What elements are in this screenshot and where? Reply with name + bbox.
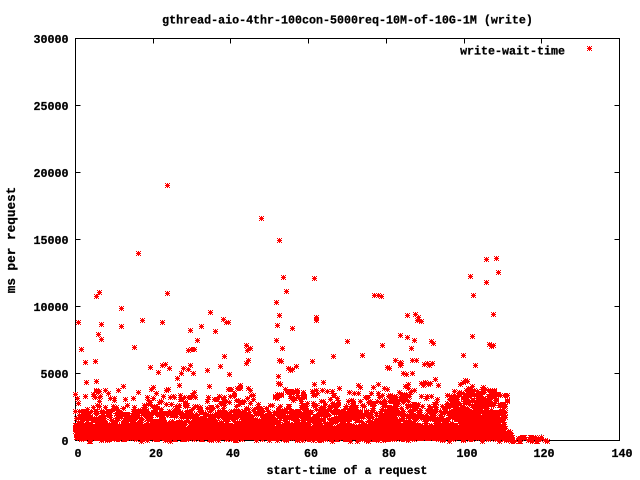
svg-text:ms per request: ms per request: [4, 187, 19, 294]
svg-text:start-time of a request: start-time of a request: [267, 464, 428, 478]
svg-text:0: 0: [75, 447, 82, 461]
svg-text:20000: 20000: [34, 167, 69, 181]
svg-text:10000: 10000: [34, 301, 69, 315]
svg-text:120: 120: [534, 447, 555, 461]
svg-text:15000: 15000: [34, 234, 69, 248]
svg-text:0: 0: [62, 435, 69, 449]
svg-text:140: 140: [612, 447, 633, 461]
svg-text:40: 40: [226, 447, 240, 461]
svg-text:gthread-aio-4thr-100con-5000re: gthread-aio-4thr-100con-5000req-10M-of-1…: [162, 14, 533, 28]
svg-text:20: 20: [149, 447, 163, 461]
svg-text:30000: 30000: [34, 33, 69, 47]
svg-text:5000: 5000: [41, 368, 69, 382]
svg-text:80: 80: [382, 447, 396, 461]
svg-text:60: 60: [304, 447, 318, 461]
svg-text:25000: 25000: [34, 100, 69, 114]
svg-text:write-wait-time: write-wait-time: [460, 45, 565, 59]
svg-text:100: 100: [457, 447, 478, 461]
